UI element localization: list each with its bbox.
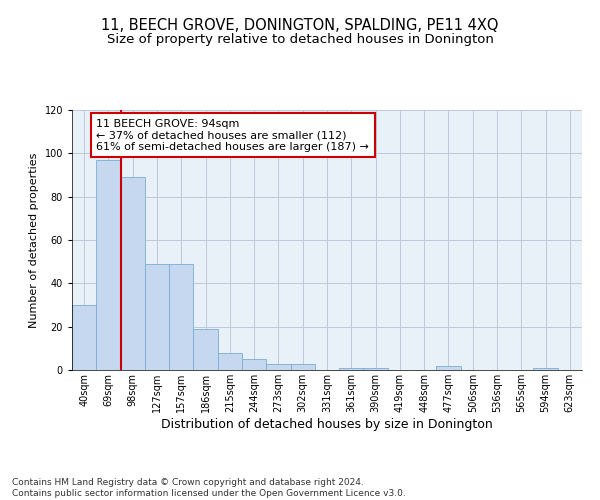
Text: 11, BEECH GROVE, DONINGTON, SPALDING, PE11 4XQ: 11, BEECH GROVE, DONINGTON, SPALDING, PE… bbox=[101, 18, 499, 32]
Bar bbox=[121, 177, 145, 370]
Bar bbox=[266, 364, 290, 370]
Bar bbox=[169, 264, 193, 370]
Bar bbox=[72, 305, 96, 370]
Bar bbox=[96, 160, 121, 370]
Bar bbox=[145, 264, 169, 370]
X-axis label: Distribution of detached houses by size in Donington: Distribution of detached houses by size … bbox=[161, 418, 493, 430]
Text: 11 BEECH GROVE: 94sqm
← 37% of detached houses are smaller (112)
61% of semi-det: 11 BEECH GROVE: 94sqm ← 37% of detached … bbox=[96, 118, 369, 152]
Bar bbox=[533, 368, 558, 370]
Bar bbox=[242, 359, 266, 370]
Bar bbox=[193, 329, 218, 370]
Bar bbox=[436, 366, 461, 370]
Bar bbox=[339, 368, 364, 370]
Text: Contains HM Land Registry data © Crown copyright and database right 2024.
Contai: Contains HM Land Registry data © Crown c… bbox=[12, 478, 406, 498]
Text: Size of property relative to detached houses in Donington: Size of property relative to detached ho… bbox=[107, 32, 493, 46]
Bar bbox=[364, 368, 388, 370]
Bar bbox=[290, 364, 315, 370]
Y-axis label: Number of detached properties: Number of detached properties bbox=[29, 152, 39, 328]
Bar bbox=[218, 352, 242, 370]
